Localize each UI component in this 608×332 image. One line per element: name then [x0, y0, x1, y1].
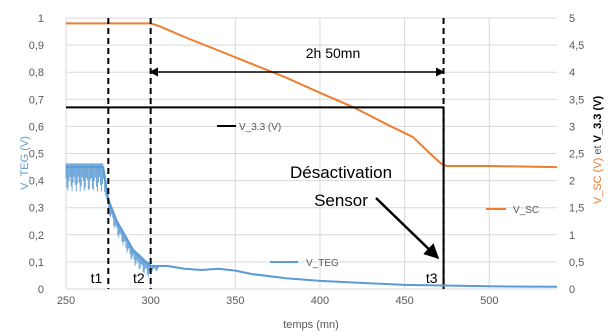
legend-vteg-label: V_TEG — [306, 258, 339, 269]
y-left-tick-label: 0,8 — [29, 67, 44, 79]
series-v-teg-noise — [65, 163, 159, 278]
y-left-tick-label: 1 — [38, 13, 44, 25]
y-right-tick-label: 3,5 — [569, 94, 584, 106]
y-axis-right-title: V_SC (V) et V_3.3 (V) — [592, 96, 604, 205]
x-tick-label: 350 — [226, 295, 244, 307]
y-left-tick-label: 0,2 — [29, 230, 44, 242]
x-axis-title: temps (mn) — [283, 319, 339, 331]
x-tick-label: 400 — [311, 295, 329, 307]
y-right-tick-label: 2 — [569, 176, 575, 188]
y-left-tick-label: 0,7 — [29, 94, 44, 106]
series-lines — [65, 22, 558, 289]
y-right-tick-label: 5 — [569, 13, 575, 25]
y-axis-right-title-v33: V_3.3 (V) — [592, 96, 604, 143]
deactivation-label-line2: Sensor — [314, 191, 368, 210]
y-right-tick-label: 4,5 — [569, 40, 584, 52]
y-left-tick-label: 0,1 — [29, 257, 44, 269]
y-left-tick-label: 0,3 — [29, 203, 44, 215]
x-tick-label: 450 — [395, 295, 413, 307]
y-left-tick-label: 0,5 — [29, 149, 44, 161]
legend-vteg: V_TEG — [270, 258, 339, 269]
y-left-tick-label: 0 — [38, 284, 44, 296]
marker-label-t1: t1 — [91, 270, 103, 286]
legend-v33: V_3.3 (V) — [217, 122, 281, 133]
x-tick-label: 500 — [480, 295, 498, 307]
y-left-tick-label: 0,6 — [29, 121, 44, 133]
deactivation-label-line1: Désactivation — [290, 163, 392, 182]
y-right-tick-label: 1 — [569, 230, 575, 242]
y-right-tick-label: 2,5 — [569, 149, 584, 161]
y-axis-right-title-et: et — [592, 142, 604, 157]
y-right-tick-label: 3 — [569, 121, 575, 133]
y-right-tick-label: 0,5 — [569, 257, 584, 269]
y-right-tick-label: 1,5 — [569, 203, 584, 215]
y-left-tick-label: 0,4 — [29, 176, 44, 188]
x-tick-label: 300 — [141, 295, 159, 307]
deactivation-arrow — [375, 197, 440, 260]
x-tick-label: 250 — [57, 295, 75, 307]
y-axis-right-title-vsc: V_SC (V) — [592, 158, 604, 204]
y-right-tick-label: 4 — [569, 67, 575, 79]
y-axis-left-title: V_TEG (V) — [19, 136, 31, 190]
legend-vsc-label: V_SC — [513, 205, 539, 216]
legend-vsc: V_SC — [486, 205, 539, 216]
marker-label-t3: t3 — [426, 270, 438, 286]
legend-v33-label: V_3.3 (V) — [239, 122, 281, 133]
y-left-tick-label: 0,9 — [29, 40, 44, 52]
marker-label-t2: t2 — [133, 270, 145, 286]
duration-label: 2h 50mn — [306, 45, 360, 61]
event-markers: t1 t2 t3 — [91, 18, 445, 289]
y-right-tick-label: 0 — [569, 284, 575, 296]
